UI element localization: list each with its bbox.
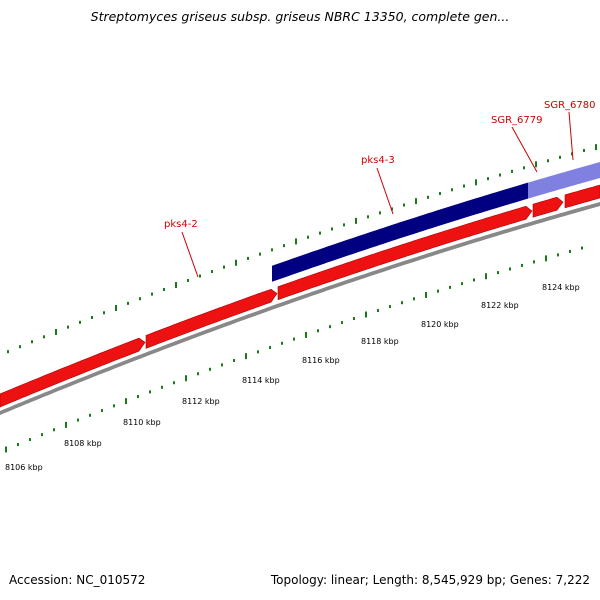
scale-label-8116-kbp: 8116 kbp: [302, 356, 340, 365]
pks-bar-extension: [528, 162, 600, 199]
feature-sgr-6779-leader: [511, 126, 538, 173]
gene-arrow-5: [564, 184, 600, 209]
scale-label-8110-kbp: 8110 kbp: [123, 418, 161, 427]
scale-label-8106-kbp: 8106 kbp: [5, 463, 43, 472]
gene-arrow-1: [0, 337, 146, 408]
feature-sgr-6780-label[interactable]: SGR_6780: [544, 100, 596, 111]
scale-label-8108-kbp: 8108 kbp: [64, 439, 102, 448]
scale-label-8118-kbp: 8118 kbp: [361, 337, 399, 346]
scale-label-8124-kbp: 8124 kbp: [542, 283, 580, 292]
gene-arrow-3: [277, 205, 533, 301]
feature-pks4-2-label[interactable]: pks4-2: [164, 219, 198, 230]
topology-label: Topology: linear; Length: 8,545,929 bp; …: [270, 573, 590, 587]
feature-sgr-6780-leader: [568, 111, 574, 161]
scale-label-8112-kbp: 8112 kbp: [182, 397, 220, 406]
scale-labels-layer: 8106 kbp 8108 kbp 8110 kbp 8112 kbp 8114 kbp…: [5, 283, 580, 472]
gene-track-layer: [0, 184, 600, 408]
gene-arrow-4: [532, 196, 564, 218]
feature-pks4-3-leader: [376, 167, 394, 215]
pks-track-layer: [272, 162, 600, 282]
tick-marks-layer: [5, 144, 597, 453]
pks-bar: [272, 182, 528, 282]
genome-title: Streptomyces griseus subsp. griseus NBRC…: [90, 9, 510, 24]
gene-arrow-2: [145, 288, 278, 349]
feature-sgr-6779-label[interactable]: SGR_6779: [491, 115, 543, 126]
scale-label-8114-kbp: 8114 kbp: [242, 376, 280, 385]
feature-pks4-2-leader: [181, 231, 199, 278]
scale-label-8122-kbp: 8122 kbp: [481, 301, 519, 310]
scale-label-8120-kbp: 8120 kbp: [421, 320, 459, 329]
accession-label: Accession: NC_010572: [9, 573, 146, 587]
feature-pks4-3-label[interactable]: pks4-3: [361, 155, 395, 166]
